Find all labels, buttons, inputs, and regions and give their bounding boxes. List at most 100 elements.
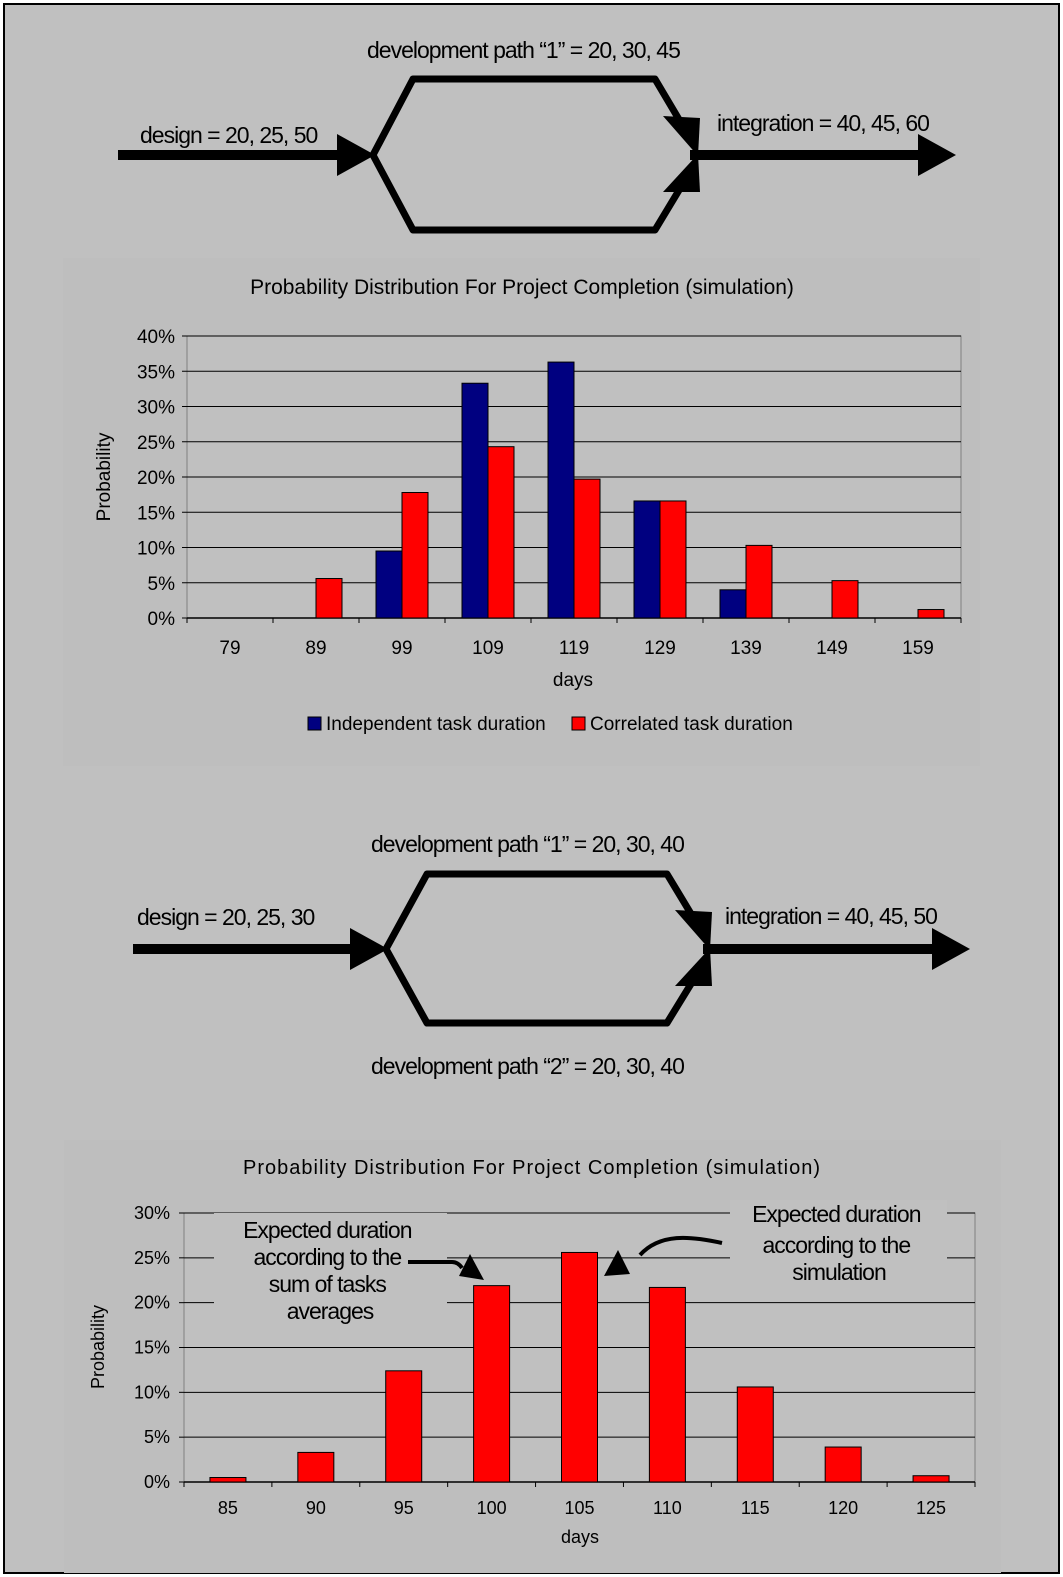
y-tick-label: 5% [148,574,176,595]
y-tick-label: 10% [137,539,175,560]
annotation-sim-box [730,1200,947,1290]
x-tick-label: 120 [828,1498,858,1518]
x-tick-label: 89 [305,638,326,659]
y-tick-label: 0% [148,609,176,630]
development-path-1-label: development path “1” = 20, 30, 45 [367,37,680,63]
legend-swatch-correlated [571,716,586,731]
annotation-sim-line-1: Expected duration [752,1201,921,1227]
annotation-sum-line-1: Expected duration [243,1217,412,1243]
chart-2-bars [209,1251,950,1483]
integration-label: integration = 40, 45, 60 [717,110,929,136]
chart-2-x-axis-label: days [561,1527,599,1547]
x-tick-label: 159 [902,638,934,659]
path-1-arrowhead [663,116,700,156]
development-path-2-line [369,153,693,234]
network-diagram-2: design = 20, 25, 30 development path “1”… [133,831,970,1079]
integration-arrowhead [918,134,956,176]
annotation-sum-arrow [408,1260,464,1270]
development-path-1-label-2: development path “1” = 20, 30, 40 [371,831,684,857]
bar [648,1286,686,1483]
y-tick-label: 40% [137,327,175,348]
bar-independent [719,589,747,619]
chart-2-x-tick-labels: 85 90 95 100 105 110 115 120 125 [218,1498,946,1518]
bar-independent [375,550,403,619]
x-tick-label: 90 [306,1498,326,1518]
y-tick-label: 15% [134,1338,170,1358]
x-tick-label: 109 [472,638,504,659]
bar [824,1446,862,1483]
x-tick-label: 110 [653,1498,682,1518]
legend-swatch-independent [307,716,322,731]
x-tick-label: 149 [816,638,848,659]
integration-label-2: integration = 40, 45, 50 [725,903,937,929]
x-tick-label: 99 [391,638,412,659]
bar-independent [547,361,575,619]
development-path-1-line-2 [382,870,705,951]
bar-correlated [487,446,515,619]
chart-1-legend: Independent task duration Correlated tas… [307,714,793,735]
bar [736,1386,774,1483]
chart-2-y-tick-labels: 0% 5% 10% 15% 20% 25% 30% [134,1203,170,1492]
chart-1-x-axis-label: days [553,670,593,691]
x-tick-label: 119 [559,638,589,659]
design-label: design = 20, 25, 50 [140,122,318,148]
y-tick-label: 30% [134,1203,170,1223]
bar [473,1285,511,1483]
chart-1: Probability Distribution For Project Com… [63,258,980,766]
chart-2: Probability Distribution For Project Com… [64,1140,1001,1573]
annotation-sim-arrow [638,1235,723,1257]
x-tick-label: 115 [741,1498,770,1518]
bar [209,1477,247,1483]
annotation-sum-line-3: sum of tasks [269,1271,387,1297]
bar-correlated [659,500,687,619]
annotation-sum-line-4: averages [287,1298,374,1324]
x-tick-label: 95 [394,1498,414,1518]
chart-2-y-axis-label: Probability [88,1305,108,1389]
annotation-sim-text: Expected duration according to the simul… [752,1201,926,1285]
chart-2-title: Probability Distribution For Project Com… [243,1157,821,1179]
bar-correlated [831,580,859,619]
bar [912,1475,950,1483]
y-tick-label: 0% [144,1472,170,1492]
annotation-sim-line-2: according to the [762,1232,910,1258]
network-diagram-1: design = 20, 25, 50 development path “1”… [118,37,956,234]
bar-correlated [315,578,343,619]
bar-correlated [573,478,601,619]
bar [561,1251,598,1483]
annotation-sum-text: Expected duration according to the sum o… [243,1217,417,1324]
bar [385,1370,423,1483]
y-tick-label: 20% [134,1293,170,1313]
design-label-2: design = 20, 25, 30 [137,904,315,930]
chart-1-x-tick-labels: 79 89 99 109 119 129 139 149 159 [219,638,933,659]
x-tick-label: 105 [564,1498,594,1518]
chart-1-y-axis-label: Probability [94,432,115,521]
x-tick-label: 129 [644,638,676,659]
chart-1-y-tick-labels: 0% 5% 10% 15% 20% 25% 30% 35% 40% [137,327,175,630]
bar-correlated [401,492,429,619]
y-tick-label: 25% [137,433,175,454]
design-arrowhead [337,134,375,176]
annotation-sum-arrowhead [459,1254,484,1280]
x-tick-label: 79 [219,638,240,659]
y-tick-label: 10% [134,1382,170,1402]
x-tick-label: 85 [218,1498,238,1518]
y-tick-label: 25% [134,1248,170,1268]
bar-correlated [745,544,773,619]
x-tick-label: 125 [916,1498,946,1518]
y-tick-label: 30% [137,398,175,419]
legend-label-correlated: Correlated task duration [590,714,793,735]
path-2-arrowhead [663,154,700,192]
annotation-sum-box [214,1213,447,1331]
chart-1-title: Probability Distribution For Project Com… [250,276,794,299]
annotation-sim-arrowhead [604,1250,630,1276]
y-tick-label: 15% [137,503,175,524]
annotation-sum-line-2: according to the [253,1244,401,1270]
x-tick-label: 139 [730,638,762,659]
bar-independent [461,382,489,619]
bar-correlated [917,609,945,619]
development-path-2-label-2: development path “2” = 20, 30, 40 [371,1053,684,1079]
bar-independent [633,500,661,619]
x-tick-label: 100 [477,1498,507,1518]
y-tick-label: 5% [144,1427,170,1447]
